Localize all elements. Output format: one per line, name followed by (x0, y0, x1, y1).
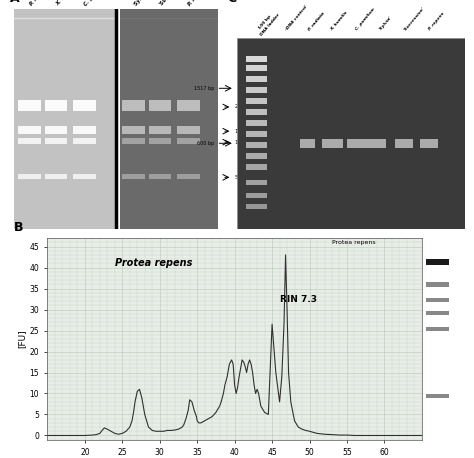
Bar (426, 298, 449, 302)
Text: 100 bp: 100 bp (257, 14, 272, 30)
Bar (246, 87, 266, 93)
Bar (246, 153, 266, 158)
Bar (246, 180, 266, 185)
Text: RIN 7.3: RIN 7.3 (280, 294, 317, 304)
Text: 28S: 28S (234, 104, 245, 109)
Bar (420, 139, 438, 147)
Bar (45, 100, 67, 111)
Bar (177, 126, 200, 134)
Bar (395, 139, 413, 147)
Bar (246, 193, 266, 198)
Bar (246, 98, 266, 104)
Text: DNA ladder: DNA ladder (260, 12, 281, 37)
Bar (246, 65, 266, 71)
Y-axis label: [FU]: [FU] (18, 330, 27, 348)
Bar (177, 138, 200, 144)
Text: 600 bp: 600 bp (197, 141, 214, 146)
Text: A: A (9, 0, 19, 5)
Text: P. repens: P. repens (187, 0, 209, 7)
Bar (426, 311, 449, 316)
Bar (73, 174, 96, 179)
Bar (246, 56, 266, 62)
Bar (347, 139, 370, 147)
Bar (246, 142, 266, 147)
Bar (73, 138, 96, 144)
Bar (122, 100, 145, 111)
Bar (18, 126, 41, 134)
Text: 16S: 16S (234, 140, 245, 145)
Text: P. radiata: P. radiata (308, 11, 326, 31)
Text: -DNA control: -DNA control (285, 5, 308, 31)
Text: P. radiata: P. radiata (28, 0, 50, 7)
Text: X. humilis: X. humilis (55, 0, 78, 7)
Bar (426, 394, 449, 398)
Bar (122, 174, 145, 179)
Text: 18S: 18S (234, 129, 245, 134)
Text: P. repens: P. repens (428, 11, 446, 31)
Text: 'Sylvia': 'Sylvia' (378, 15, 392, 31)
Bar (246, 131, 266, 136)
Bar (122, 126, 145, 134)
Text: 5S: 5S (234, 175, 241, 180)
Text: 'Sylvia': 'Sylvia' (132, 0, 150, 7)
Bar (177, 174, 200, 179)
Bar (18, 174, 41, 179)
Bar (246, 76, 266, 82)
Bar (45, 174, 67, 179)
Bar (45, 126, 67, 134)
Text: 'Succession': 'Succession' (403, 5, 426, 31)
Bar (120, 9, 218, 229)
Bar (426, 283, 449, 287)
Bar (73, 126, 96, 134)
Text: Protea repens: Protea repens (332, 240, 375, 245)
Bar (18, 100, 41, 111)
Bar (149, 100, 171, 111)
Bar (45, 138, 67, 144)
Bar (18, 138, 41, 144)
Bar (14, 9, 116, 229)
Text: 'Succession': 'Succession' (159, 0, 186, 7)
Bar (246, 204, 266, 209)
Text: C. pumilum: C. pumilum (356, 7, 376, 31)
Bar (322, 139, 343, 147)
Bar (426, 259, 449, 266)
Bar (149, 126, 171, 134)
Bar (370, 139, 386, 147)
Bar (426, 327, 449, 331)
Bar (246, 120, 266, 125)
Bar (149, 174, 171, 179)
Text: B: B (14, 221, 24, 234)
Text: 1517 bp: 1517 bp (194, 86, 214, 91)
Bar (177, 100, 200, 111)
Bar (122, 138, 145, 144)
Bar (246, 164, 266, 169)
Bar (149, 138, 171, 144)
Text: X. humilis: X. humilis (330, 10, 349, 31)
Bar (300, 139, 316, 147)
Text: Protea repens: Protea repens (115, 258, 192, 268)
Bar (237, 38, 465, 229)
Bar (73, 100, 96, 111)
Text: C: C (228, 0, 237, 5)
Text: C. pumilum: C. pumilum (83, 0, 109, 7)
Bar (246, 109, 266, 114)
